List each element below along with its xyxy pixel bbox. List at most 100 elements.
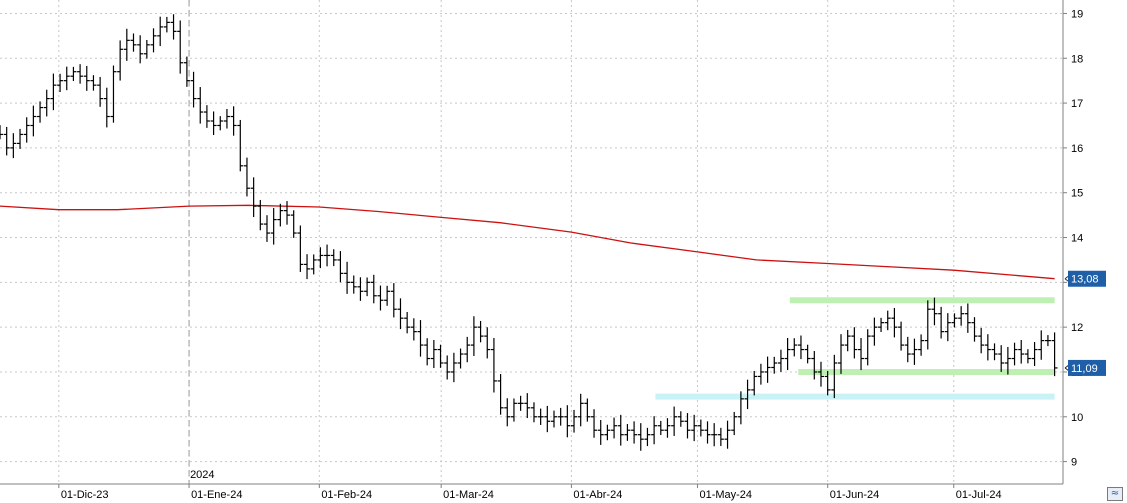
price-bar <box>290 210 297 238</box>
price-bar <box>1011 342 1018 366</box>
price-bar <box>50 73 57 111</box>
chart-options-icon[interactable]: ≈ <box>1107 487 1123 501</box>
x-tick-label: 01-Jun-24 <box>830 489 880 501</box>
price-bar <box>183 56 190 87</box>
x-tick-label: 01-Ene-24 <box>191 489 242 501</box>
price-bar <box>497 374 504 415</box>
price-bar <box>811 350 818 380</box>
price-bar <box>263 215 270 242</box>
x-tick-label: 01-Dic-23 <box>61 489 109 501</box>
price-bar <box>350 275 357 294</box>
price-bar <box>911 338 918 365</box>
price-bar <box>243 157 250 197</box>
price-bar <box>697 419 704 437</box>
price-bar <box>931 297 938 326</box>
price-bar <box>157 16 164 47</box>
price-bar <box>110 65 117 123</box>
price-bar <box>10 133 17 159</box>
price-bar <box>998 345 1005 372</box>
price-bar <box>424 338 431 366</box>
price-bar <box>177 20 184 74</box>
price-bar <box>1024 349 1031 364</box>
price-bar <box>644 427 651 447</box>
price-badge-box <box>1068 359 1106 376</box>
price-bar <box>637 423 644 451</box>
price-bar <box>611 417 618 439</box>
price-bar <box>23 117 30 143</box>
price-bar <box>684 413 691 439</box>
price-bar <box>838 334 845 374</box>
price-bar <box>223 108 230 129</box>
price-bar <box>878 317 885 332</box>
price-bar <box>751 370 758 396</box>
price-bar <box>43 89 50 117</box>
price-bar <box>938 306 945 339</box>
price-bar <box>250 177 257 218</box>
price-bar <box>217 116 224 131</box>
price-bar <box>384 285 391 306</box>
price-bar <box>444 355 451 380</box>
price-bar <box>257 199 264 231</box>
price-bar <box>197 87 204 124</box>
price-bar <box>530 402 537 423</box>
price-bar <box>510 398 517 422</box>
price-bar <box>504 398 511 427</box>
price-bar <box>457 348 464 369</box>
price-bar <box>871 317 878 346</box>
price-bar <box>617 414 624 446</box>
price-bar <box>357 277 364 301</box>
price-bar <box>344 261 351 294</box>
price-bar <box>737 391 744 425</box>
price-bar <box>210 111 217 136</box>
price-bar <box>364 277 371 297</box>
price-bar <box>230 106 237 136</box>
year-label: 2024 <box>190 469 214 481</box>
price-bar <box>170 14 177 40</box>
price-bar <box>657 420 664 436</box>
x-tick-label: 01-Feb-24 <box>321 489 372 501</box>
price-bar <box>484 327 491 359</box>
x-tick-label: 01-Mar-24 <box>443 489 494 501</box>
price-bar <box>1038 330 1045 360</box>
price-bar <box>90 75 97 91</box>
price-bar <box>898 321 905 351</box>
price-bar <box>677 411 684 427</box>
price-bar <box>390 283 397 318</box>
price-bar <box>324 244 331 267</box>
price-bar <box>237 119 244 172</box>
price-bar <box>904 336 911 363</box>
price-bar <box>404 312 411 334</box>
y-tick-label: 17 <box>1071 98 1083 110</box>
price-bar <box>203 105 210 128</box>
price-bar <box>517 395 524 411</box>
price-bar <box>991 343 998 361</box>
price-bar <box>137 35 144 64</box>
price-bar <box>270 208 277 245</box>
price-bar <box>1044 335 1051 347</box>
price-badge: 13,08 <box>1064 270 1106 287</box>
price-bar <box>944 313 951 342</box>
price-bar <box>437 344 444 368</box>
price-bar <box>317 247 324 269</box>
price-bar <box>284 201 291 225</box>
price-badge-label: 13,08 <box>1071 274 1099 286</box>
price-bar <box>63 66 70 91</box>
y-tick-label: 9 <box>1071 457 1077 469</box>
price-bar <box>958 306 965 326</box>
price-bar <box>123 28 130 61</box>
axes: 202491011121314151617181901-Dic-2301-Ene… <box>0 0 1106 501</box>
price-bar <box>1004 346 1011 375</box>
price-badge-box <box>1068 270 1106 287</box>
price-bar <box>70 66 77 82</box>
price-bar <box>150 28 157 53</box>
moving-average-line <box>0 204 1055 280</box>
price-bar <box>310 254 317 275</box>
price-bar <box>591 409 598 438</box>
price-bar <box>971 317 978 342</box>
price-bar <box>577 393 584 427</box>
price-bar <box>817 361 824 387</box>
grid <box>0 0 1063 484</box>
price-bar <box>731 411 738 436</box>
price-bar <box>744 379 751 410</box>
